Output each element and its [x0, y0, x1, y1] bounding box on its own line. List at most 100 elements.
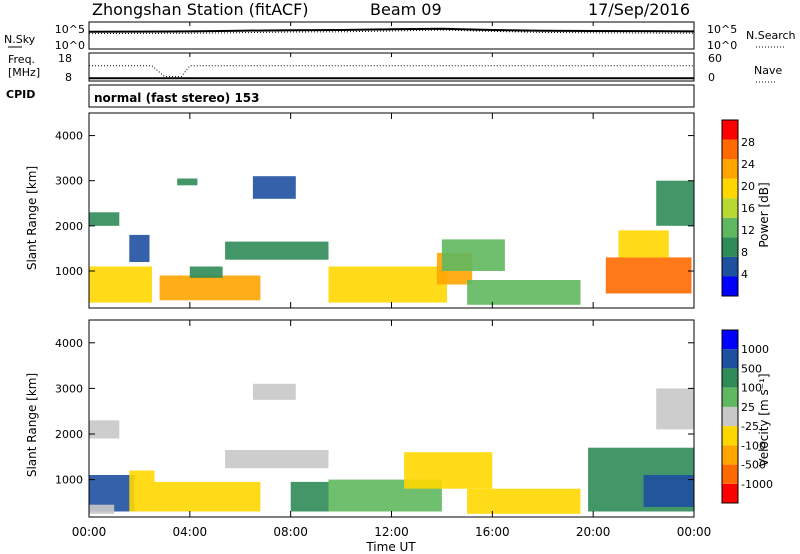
heatmap-cell-7 — [177, 178, 198, 186]
freq-panel-frame — [88, 52, 695, 82]
colorbar-segment-5 — [722, 178, 738, 199]
x-tick-label: 04:00 — [173, 525, 208, 539]
y-tick-label: 4000 — [55, 130, 83, 143]
freq-panel: Freq. [MHz] 18 8 60 0 Nave — [8, 52, 782, 84]
colorbar-tick-label: 25 — [741, 401, 755, 414]
heatmap-cell-5 — [225, 450, 329, 469]
power-panel: 1000 2000 3000 4000 Slant Range [km] — [25, 112, 695, 309]
x-axis-label: Time UT — [365, 540, 416, 554]
cpid-value: normal (fast stereo) 153 — [94, 91, 260, 105]
nsearch-series-line — [88, 29, 695, 35]
velocity-colorbar-label: Velocity [m s⁻¹] — [757, 373, 771, 466]
colorbar-segment-8 — [722, 120, 738, 140]
freq-label-line1: Freq. — [8, 53, 35, 66]
count-tick-top-left: 10^5 — [55, 23, 85, 36]
heatmap-cell-13 — [656, 388, 694, 430]
colorbar-tick-label: 12 — [741, 224, 755, 237]
count-tick-bottom-right: 10^0 — [707, 39, 737, 52]
x-tick-label: 16:00 — [475, 525, 510, 539]
nave-tick-top: 60 — [708, 52, 722, 65]
heatmap-cell-11 — [467, 280, 581, 305]
colorbar-segment-2 — [722, 445, 738, 465]
heatmap-cell-4 — [189, 266, 223, 278]
x-tick-label: 00:00 — [677, 525, 712, 539]
colorbar-tick-label: 4 — [741, 268, 748, 281]
velocity-ylabel: Slant Range [km] — [25, 373, 39, 477]
colorbar-segment-0 — [722, 483, 738, 503]
count-panel: N.Sky 10^5 10^0 10^5 10^0 N.Search — [4, 21, 796, 52]
heatmap-cell-2 — [129, 234, 150, 262]
colorbar-tick-label: -500 — [741, 459, 766, 472]
colorbar-tick-label: -100 — [741, 439, 766, 452]
y-tick-label: 2000 — [55, 428, 83, 441]
colorbar-segment-6 — [722, 368, 738, 388]
y-tick-label: 1000 — [55, 265, 83, 278]
y-tick-label: 3000 — [55, 175, 83, 188]
x-tick-label: 00:00 — [72, 525, 107, 539]
colorbar-segment-3 — [722, 426, 738, 446]
beam-label: Beam 09 — [370, 0, 442, 19]
heatmap-cell-3 — [129, 470, 155, 512]
power-y-ticks: 1000 2000 3000 4000 — [55, 130, 694, 278]
colorbar-tick-label: -25 — [741, 420, 759, 433]
heatmap-cell-12 — [605, 257, 692, 294]
heatmap-cell-2 — [89, 420, 120, 439]
heatmap-cell-10 — [467, 488, 581, 514]
nave-series-line — [89, 65, 694, 78]
colorbar-tick-label: 1000 — [741, 343, 769, 356]
y-tick-label: 3000 — [55, 382, 83, 395]
count-tick-bottom-left: 10^0 — [55, 39, 85, 52]
heatmap-cell-14 — [656, 180, 694, 226]
colorbar-frame — [721, 119, 739, 297]
colorbar-tick-label: 20 — [741, 180, 755, 193]
power-cells — [89, 176, 694, 305]
heatmap-cell-7 — [290, 481, 329, 512]
x-axis-ticks: 00:00 04:00 08:00 12:00 16:00 20:00 00:00 — [72, 22, 712, 539]
heatmap-cell-6 — [252, 383, 296, 400]
colorbar-frame — [721, 329, 739, 504]
x-tick-label: 12:00 — [374, 525, 409, 539]
colorbar-tick-label: 24 — [741, 158, 755, 171]
heatmap-cell-4 — [154, 481, 261, 512]
y-tick-label: 4000 — [55, 337, 83, 350]
power-colorbar-label: Power [dB] — [757, 182, 771, 247]
x-tick-label: 08:00 — [273, 525, 308, 539]
colorbar-tick-label: 500 — [741, 362, 762, 375]
count-tick-top-right: 10^5 — [707, 23, 737, 36]
freq-label-line2: [MHz] — [8, 66, 40, 79]
colorbar-segment-7 — [722, 349, 738, 369]
colorbar-tick-label: 100 — [741, 382, 762, 395]
freq-tick-bottom: 8 — [65, 71, 72, 84]
heatmap-cell-10 — [441, 239, 505, 271]
heatmap-cell-6 — [252, 176, 296, 199]
heatmap-cell-5 — [225, 241, 329, 260]
velocity-cells — [89, 383, 694, 514]
colorbar-segment-4 — [722, 198, 738, 218]
x-tick-label: 20:00 — [576, 525, 611, 539]
velocity-panel: 1000 2000 3000 4000 Slant Range [km] — [25, 319, 695, 518]
nsearch-label: N.Search — [746, 29, 796, 42]
colorbar-tick-label: 8 — [741, 246, 748, 259]
colorbar-tick-label: -1000 — [741, 478, 773, 491]
colorbar-segment-6 — [722, 159, 738, 179]
date-label: 17/Sep/2016 — [588, 0, 690, 19]
count-panel-frame — [88, 21, 695, 50]
colorbar-segment-7 — [722, 139, 738, 160]
colorbar-tick-label: 28 — [741, 136, 755, 149]
heatmap-cell-12 — [643, 475, 694, 507]
nsky-series-line — [88, 27, 695, 33]
cpid-label: CPID — [6, 88, 35, 101]
freq-tick-top: 18 — [58, 52, 72, 65]
station-title: Zhongshan Station (fitACF) — [92, 0, 309, 19]
heatmap-cell-9 — [404, 452, 493, 489]
colorbar-segment-4 — [722, 406, 738, 427]
y-tick-label: 2000 — [55, 220, 83, 233]
colorbar-segment-2 — [722, 237, 738, 257]
heatmap-cell-0 — [89, 266, 152, 303]
colorbar-segment-5 — [722, 387, 738, 407]
cpid-frame — [88, 84, 695, 108]
colorbar-segment-8 — [722, 330, 738, 350]
nave-label: Nave — [754, 64, 782, 77]
velocity-colorbar: -1000 -500 -100 -25 25 100 500 1000 — [721, 329, 773, 504]
